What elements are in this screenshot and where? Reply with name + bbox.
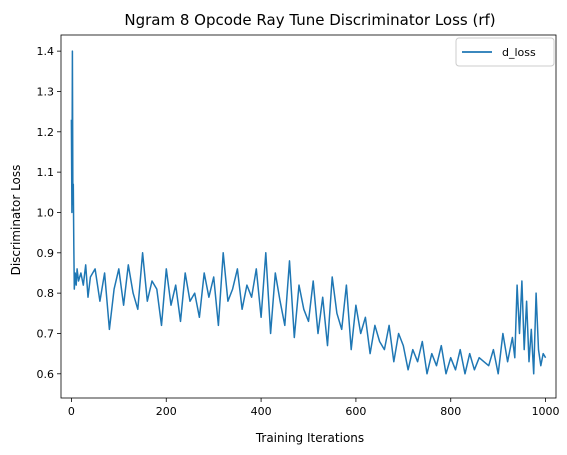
y-axis: 0.6 0.7 0.8 0.9 1.0 1.1 1.2 1.3 1.4 bbox=[37, 45, 61, 381]
x-tick-label: 600 bbox=[345, 405, 366, 418]
y-axis-label: Discriminator Loss bbox=[9, 165, 23, 276]
legend-label-d_loss: d_loss bbox=[502, 46, 536, 59]
x-tick-label: 0 bbox=[68, 405, 75, 418]
y-tick-label: 1.4 bbox=[37, 45, 55, 58]
y-tick-label: 0.6 bbox=[37, 368, 55, 381]
x-tick-label: 400 bbox=[251, 405, 272, 418]
y-tick-label: 0.7 bbox=[37, 327, 55, 340]
y-tick-label: 1.1 bbox=[37, 166, 55, 179]
y-tick-label: 0.9 bbox=[37, 247, 55, 260]
x-axis-label: Training Iterations bbox=[255, 431, 364, 445]
x-tick-label: 800 bbox=[440, 405, 461, 418]
y-tick-label: 1.0 bbox=[37, 206, 55, 219]
chart-title: Ngram 8 Opcode Ray Tune Discriminator Lo… bbox=[124, 11, 495, 29]
x-tick-label: 200 bbox=[156, 405, 177, 418]
series-line-d_loss bbox=[70, 50, 547, 375]
x-tick-label: 1000 bbox=[532, 405, 560, 418]
legend-box bbox=[455, 37, 555, 67]
y-tick-label: 0.8 bbox=[37, 287, 55, 300]
y-tick-label: 1.3 bbox=[37, 85, 55, 98]
x-axis: 0 200 400 600 800 1000 bbox=[68, 398, 560, 418]
legend: d_loss bbox=[455, 37, 555, 67]
plot-area bbox=[60, 34, 557, 399]
y-tick-label: 1.2 bbox=[37, 126, 55, 139]
